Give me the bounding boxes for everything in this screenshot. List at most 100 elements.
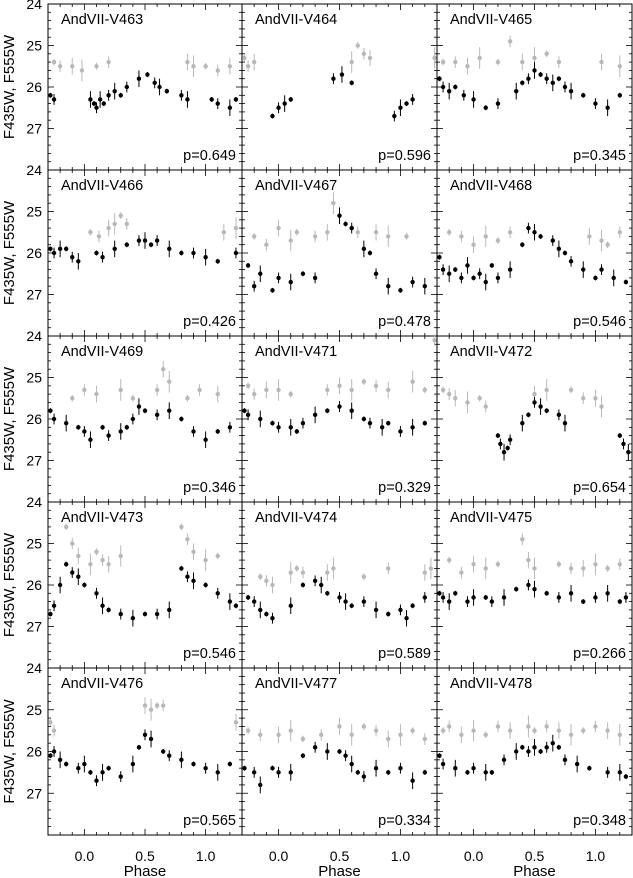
f555w-point <box>191 578 196 584</box>
f555w-point <box>410 279 415 285</box>
f435w-point <box>294 230 300 235</box>
x-axis-title: Phase <box>318 863 361 878</box>
f435w-point <box>276 225 281 231</box>
f555w-point <box>94 250 99 256</box>
f555w-point <box>599 267 604 272</box>
panel-frame <box>241 3 438 171</box>
f435w-point <box>581 566 586 571</box>
f555w-point <box>82 429 87 434</box>
f555w-point <box>544 408 549 413</box>
f435w-point <box>251 391 257 397</box>
f435w-point <box>325 570 330 575</box>
f555w-point <box>398 766 403 771</box>
f555w-point <box>437 591 442 596</box>
f435w-point <box>51 59 57 65</box>
f555w-point <box>495 275 501 281</box>
period-label: p=0.589 <box>378 646 431 662</box>
panel-frame <box>47 501 243 669</box>
f555w-point <box>51 97 57 102</box>
f555w-point <box>245 595 251 600</box>
f555w-point <box>270 288 275 293</box>
f435w-point <box>422 736 428 742</box>
star-id-label: AndVII-V477 <box>255 676 337 692</box>
f555w-point <box>532 230 537 235</box>
f555w-point <box>544 76 549 81</box>
f435w-point <box>544 724 549 729</box>
f435w-point <box>227 64 233 69</box>
f555w-point <box>270 113 275 119</box>
star-id-label: AndVII-V467 <box>255 178 337 194</box>
f555w-point <box>465 263 470 268</box>
f435w-point <box>459 570 464 575</box>
f435w-point <box>325 230 330 235</box>
y-tick-label: 27 <box>26 287 42 303</box>
f435w-point <box>386 387 391 393</box>
f555w-point <box>507 267 513 272</box>
f435w-point <box>446 391 452 397</box>
f555w-point <box>361 774 367 779</box>
f555w-point <box>556 745 562 750</box>
f555w-point <box>288 97 293 102</box>
f435w-point <box>386 736 391 742</box>
f435w-point <box>532 55 537 61</box>
f555w-point <box>626 450 631 455</box>
f555w-point <box>76 766 81 771</box>
f435w-point <box>373 728 379 733</box>
f555w-point <box>94 105 99 110</box>
f435w-point <box>422 387 428 393</box>
f435w-point <box>300 570 306 575</box>
f435w-point <box>154 387 160 393</box>
f555w-point <box>294 429 300 434</box>
y-tick-label: 26 <box>26 411 42 427</box>
f435w-point <box>215 68 220 73</box>
f435w-point <box>398 732 403 737</box>
f555w-point <box>355 770 360 775</box>
y-tick-label: 26 <box>26 245 42 261</box>
f555w-point <box>312 578 318 584</box>
f555w-point <box>191 429 196 434</box>
f555w-point <box>532 586 537 592</box>
f435w-point <box>160 367 166 372</box>
panel-frame <box>47 169 243 337</box>
period-label: p=0.348 <box>573 813 626 829</box>
f555w-point <box>349 408 354 413</box>
f435w-point <box>82 387 87 393</box>
f435w-point <box>70 541 75 546</box>
f555w-point <box>410 425 415 430</box>
f435w-point <box>483 732 488 737</box>
f555w-point <box>51 749 57 754</box>
f555w-point <box>94 778 99 783</box>
f555w-point <box>251 284 257 289</box>
f555w-point <box>489 263 495 268</box>
f555w-point <box>544 591 549 596</box>
f555w-point <box>94 591 99 596</box>
y-axis-title: F435W, F555W <box>1 532 18 637</box>
star-id-label: AndVII-V472 <box>450 344 532 360</box>
f555w-point <box>568 259 574 264</box>
f435w-point <box>185 396 190 401</box>
f555w-point <box>227 599 233 604</box>
f435w-point <box>270 582 275 588</box>
f555w-point <box>453 267 458 272</box>
f435w-point <box>361 724 367 729</box>
x-tick-label: 1.0 <box>391 848 411 864</box>
f555w-point <box>130 616 136 621</box>
f555w-point <box>520 745 525 750</box>
f435w-point <box>581 396 586 401</box>
f435w-point <box>446 230 452 235</box>
f555w-point <box>440 267 446 272</box>
f555w-point <box>605 591 610 596</box>
f555w-point <box>136 745 142 750</box>
period-label: p=0.649 <box>183 148 236 164</box>
f555w-point <box>325 591 330 596</box>
f555w-point <box>215 770 220 775</box>
f555w-point <box>373 766 379 771</box>
f435w-point <box>258 574 263 579</box>
f555w-point <box>538 404 543 409</box>
f555w-point <box>63 761 69 767</box>
x-tick-label: 1.0 <box>196 848 216 864</box>
f435w-point <box>118 553 123 559</box>
f555w-point <box>568 591 574 596</box>
f435w-point <box>288 728 293 733</box>
y-tick-label: 25 <box>26 536 42 552</box>
